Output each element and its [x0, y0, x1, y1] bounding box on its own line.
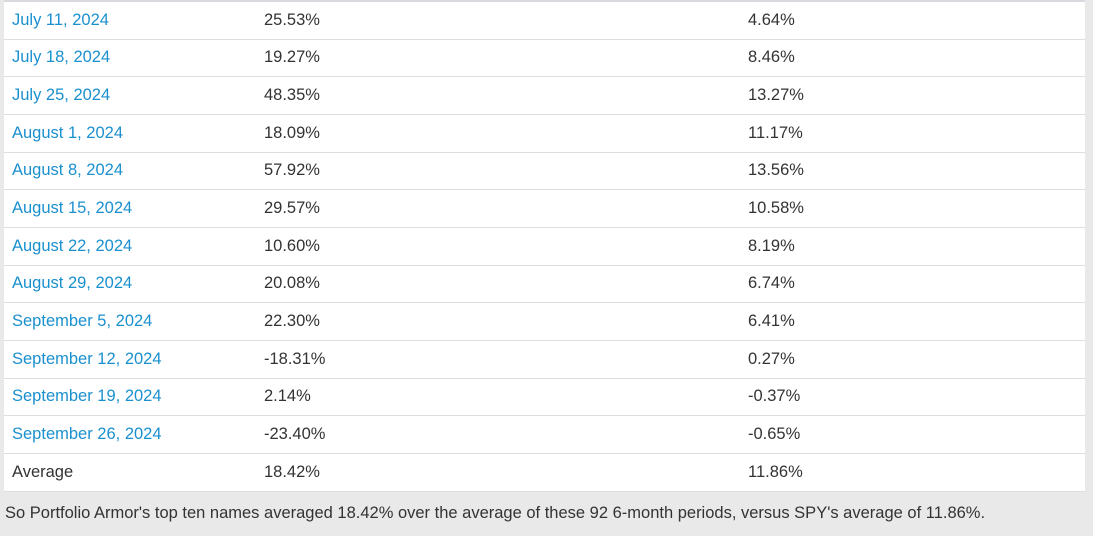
- date-link[interactable]: September 26, 2024: [12, 425, 162, 444]
- date-link[interactable]: September 5, 2024: [12, 312, 153, 331]
- portfolio-return-cell: 20.08%: [264, 274, 320, 293]
- table-row: July 18, 2024 19.27% 8.46%: [4, 39, 1085, 78]
- summary-text: So Portfolio Armor's top ten names avera…: [5, 504, 986, 522]
- table-row: July 25, 2024 48.35% 13.27%: [4, 77, 1085, 115]
- table-row: August 8, 2024 57.92% 13.56%: [4, 152, 1085, 191]
- date-cell: July 25, 2024: [4, 86, 256, 105]
- spy-return-cell: 13.56%: [748, 161, 804, 180]
- date-link[interactable]: September 19, 2024: [12, 387, 162, 406]
- spy-return-cell: 11.17%: [748, 123, 803, 142]
- date-cell: September 12, 2024: [4, 350, 256, 369]
- date-link[interactable]: August 8, 2024: [12, 161, 124, 180]
- date-cell: August 1, 2024: [4, 124, 256, 143]
- portfolio-return-cell: 29.57%: [264, 199, 320, 218]
- portfolio-return-cell: 2.14%: [264, 387, 311, 406]
- table-row: Average 18.42% 11.86%: [4, 453, 1085, 492]
- spy-return-cell: 10.58%: [748, 199, 804, 218]
- portfolio-return-cell: 18.42%: [264, 462, 320, 481]
- date-cell: September 5, 2024: [4, 312, 256, 331]
- portfolio-return-cell: -18.31%: [264, 349, 326, 368]
- spy-return-cell: 4.64%: [748, 10, 795, 29]
- portfolio-return-cell: 18.09%: [264, 123, 320, 142]
- table-row: September 12, 2024 -18.31% 0.27%: [4, 340, 1085, 379]
- spy-return-cell: 11.86%: [748, 462, 803, 481]
- date-link[interactable]: July 11, 2024: [12, 10, 109, 29]
- portfolio-return-cell: 48.35%: [264, 86, 320, 105]
- spy-return-cell: 6.74%: [748, 274, 795, 293]
- spy-return-cell: -0.65%: [748, 425, 801, 444]
- spy-return-cell: 8.46%: [748, 48, 795, 67]
- date-cell: September 19, 2024: [4, 387, 256, 406]
- date-cell: August 22, 2024: [4, 237, 256, 256]
- table-row: August 22, 2024 10.60% 8.19%: [4, 227, 1085, 266]
- date-link[interactable]: September 12, 2024: [12, 349, 162, 368]
- spy-return-cell: 13.27%: [748, 86, 804, 105]
- table-row: July 11, 2024 25.53% 4.64%: [4, 2, 1085, 40]
- date-cell: August 15, 2024: [4, 199, 256, 218]
- table-row: August 15, 2024 29.57% 10.58%: [4, 190, 1085, 228]
- spy-return-cell: 6.41%: [748, 312, 795, 331]
- date-cell: August 8, 2024: [4, 161, 256, 180]
- portfolio-return-cell: 57.92%: [264, 161, 320, 180]
- date-link[interactable]: August 1, 2024: [12, 123, 124, 142]
- date-cell: July 18, 2024: [4, 48, 256, 67]
- date-cell: September 26, 2024: [4, 425, 256, 444]
- portfolio-return-cell: 19.27%: [264, 48, 320, 67]
- table-row: September 5, 2024 22.30% 6.41%: [4, 303, 1085, 341]
- date-link[interactable]: July 25, 2024: [12, 86, 111, 105]
- date-link[interactable]: August 29, 2024: [12, 274, 133, 293]
- date-link[interactable]: August 22, 2024: [12, 236, 133, 255]
- portfolio-return-cell: -23.40%: [264, 425, 326, 444]
- spy-return-cell: -0.37%: [748, 387, 801, 406]
- table-row: September 26, 2024 -23.40% -0.65%: [4, 416, 1085, 454]
- date-link[interactable]: August 15, 2024: [12, 199, 133, 218]
- table-row: September 19, 2024 2.14% -0.37%: [4, 378, 1085, 417]
- returns-table: July 11, 2024 25.53% 4.64% July 18, 2024…: [4, 0, 1085, 492]
- spy-return-cell: 8.19%: [748, 236, 795, 255]
- portfolio-return-cell: 25.53%: [264, 10, 320, 29]
- date-cell: July 11, 2024: [4, 11, 256, 30]
- date-link[interactable]: July 18, 2024: [12, 48, 111, 67]
- portfolio-return-cell: 22.30%: [264, 312, 320, 331]
- table-row: August 1, 2024 18.09% 11.17%: [4, 114, 1085, 153]
- portfolio-return-cell: 10.60%: [264, 236, 320, 255]
- table-row: August 29, 2024 20.08% 6.74%: [4, 265, 1085, 304]
- date-cell: August 29, 2024: [4, 274, 256, 293]
- spy-return-cell: 0.27%: [748, 349, 795, 368]
- average-label: Average: [12, 462, 74, 481]
